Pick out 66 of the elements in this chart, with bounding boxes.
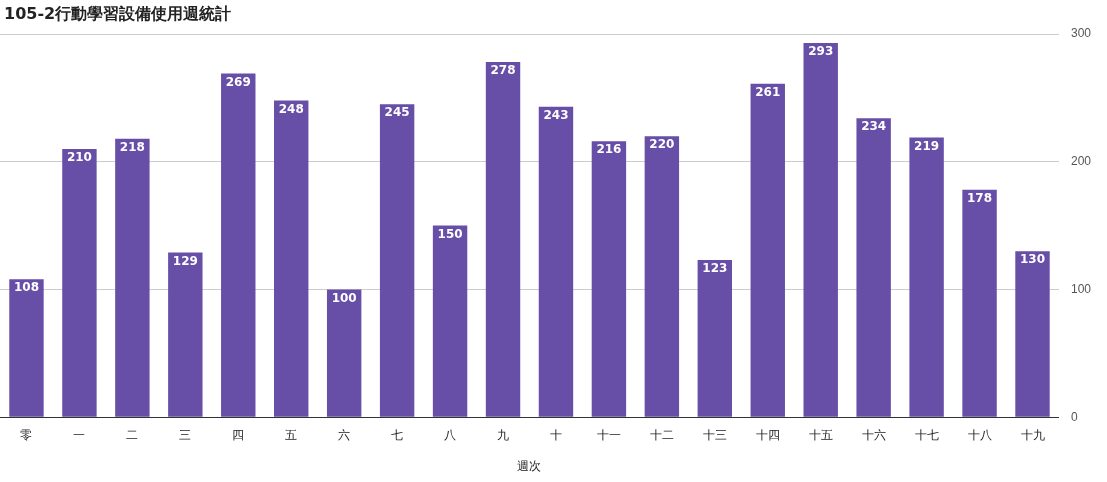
data-label: 100 [331,290,357,305]
data-label: 129 [172,253,198,268]
x-tick-label: 七 [391,427,404,442]
x-tick-label: 十六 [861,427,886,442]
bar [803,42,838,417]
x-tick-label: 十一 [596,427,621,442]
data-label: 248 [278,101,304,116]
data-label: 261 [755,84,781,99]
x-tick-label: 零 [20,427,33,442]
bar [168,252,203,417]
bar [485,62,521,417]
data-label: 210 [66,150,92,165]
data-label: 123 [702,261,728,276]
data-label: 293 [808,44,834,59]
bar [115,138,150,417]
y-tick-label: 100 [1070,281,1092,296]
x-tick-label: 六 [338,427,351,442]
data-label: 178 [967,190,993,205]
y-tick-label: 200 [1070,154,1092,169]
bar [909,137,944,417]
data-label: 219 [914,138,940,153]
data-label: 216 [596,142,622,157]
x-tick-label: 三 [179,427,192,442]
x-tick-label: 十七 [914,427,939,442]
y-tick-label: 0 [1070,409,1078,424]
data-label: 220 [649,137,675,152]
x-tick-label: 十二 [649,427,674,442]
x-tick-label: 九 [497,427,510,442]
x-tick-label: 二 [126,427,139,442]
bar [856,118,891,417]
bar [697,260,733,417]
data-label: 269 [225,74,251,89]
data-label: 245 [384,105,410,120]
data-label: 278 [490,63,516,78]
x-tick-label: 十三 [702,427,727,442]
bar [326,289,362,417]
data-label: 150 [437,226,463,241]
x-axis-title: 週次 [517,459,542,474]
x-tick-label: 四 [232,427,245,442]
y-tick-label: 300 [1070,26,1092,41]
data-label: 130 [1019,252,1046,267]
chart-title: 105-2行動學習設備使用週統計 [4,4,232,25]
bar [750,83,785,417]
x-tick-label: 十九 [1020,427,1045,442]
bar [274,100,309,417]
bar [432,225,468,417]
bar [379,104,415,417]
x-tick-label: 五 [285,427,298,442]
data-label: 243 [543,107,569,122]
bar [538,106,574,417]
bar [644,136,680,417]
bar [9,279,44,417]
x-tick-label: 十四 [755,427,780,442]
x-tick-label: 一 [73,427,86,442]
x-tick-label: 十五 [808,427,833,442]
bar [1015,251,1050,417]
bar [221,73,256,417]
x-tick-label: 八 [444,427,457,442]
bar [591,141,627,417]
x-tick-label: 十 [549,427,562,442]
data-label: 218 [119,139,145,154]
data-label: 234 [861,119,887,134]
x-tick-label: 十八 [967,427,992,442]
bar [62,148,97,417]
data-label: 108 [13,280,40,295]
bar [962,189,997,417]
